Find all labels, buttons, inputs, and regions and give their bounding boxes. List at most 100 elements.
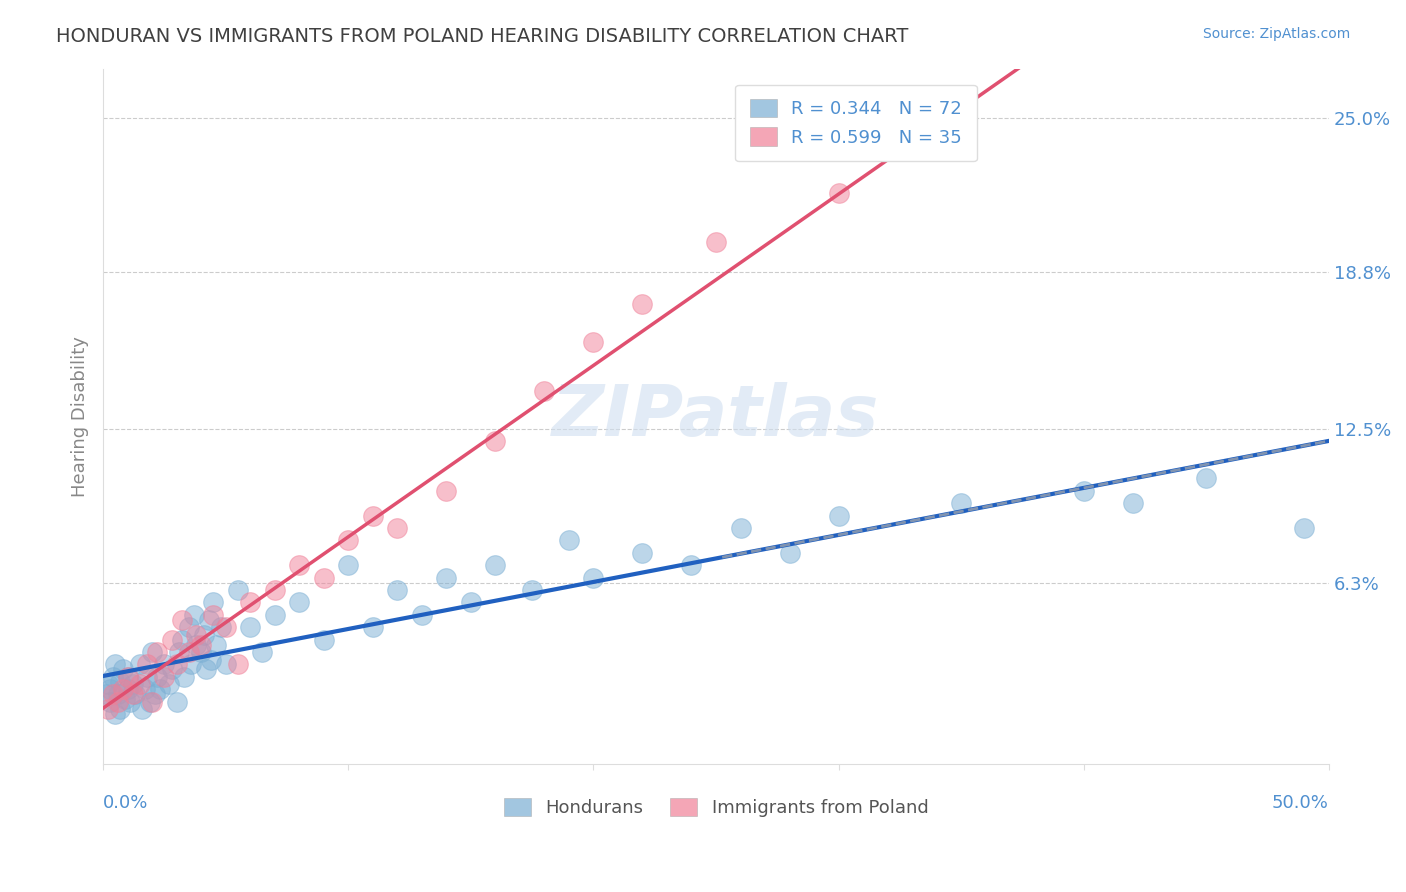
Point xyxy=(153,657,176,672)
Point xyxy=(197,613,219,627)
Point xyxy=(263,582,285,597)
Point xyxy=(104,657,127,672)
Point xyxy=(146,670,169,684)
Point xyxy=(160,632,183,647)
Point xyxy=(97,677,120,691)
Point xyxy=(134,682,156,697)
Point xyxy=(117,670,139,684)
Point xyxy=(200,652,222,666)
Point xyxy=(1122,496,1144,510)
Point xyxy=(361,620,384,634)
Point xyxy=(129,657,152,672)
Point xyxy=(1073,483,1095,498)
Point xyxy=(195,663,218,677)
Point xyxy=(226,657,249,672)
Point xyxy=(170,613,193,627)
Point xyxy=(190,638,212,652)
Point xyxy=(827,186,849,200)
Point xyxy=(631,546,654,560)
Point xyxy=(110,702,132,716)
Point xyxy=(263,607,285,622)
Point xyxy=(141,695,163,709)
Point xyxy=(101,670,124,684)
Point xyxy=(312,632,335,647)
Point xyxy=(148,682,170,697)
Point xyxy=(520,582,543,597)
Point xyxy=(434,483,457,498)
Point xyxy=(120,695,142,709)
Point xyxy=(177,645,200,659)
Point xyxy=(100,695,122,709)
Point xyxy=(202,595,225,609)
Point xyxy=(484,434,506,448)
Point xyxy=(117,670,139,684)
Point xyxy=(1195,471,1218,485)
Point xyxy=(129,677,152,691)
Point xyxy=(239,620,262,634)
Point xyxy=(387,582,409,597)
Point xyxy=(143,687,166,701)
Point xyxy=(121,677,143,691)
Point xyxy=(136,670,159,684)
Point xyxy=(107,695,129,709)
Point xyxy=(166,657,188,672)
Point xyxy=(215,657,238,672)
Point xyxy=(177,620,200,634)
Point xyxy=(779,546,801,560)
Point xyxy=(312,571,335,585)
Point xyxy=(117,682,139,697)
Point xyxy=(460,595,482,609)
Point xyxy=(114,692,136,706)
Text: 50.0%: 50.0% xyxy=(1272,795,1329,813)
Point xyxy=(180,657,202,672)
Text: HONDURAN VS IMMIGRANTS FROM POLAND HEARING DISABILITY CORRELATION CHART: HONDURAN VS IMMIGRANTS FROM POLAND HEARI… xyxy=(56,27,908,45)
Point xyxy=(411,607,433,622)
Point xyxy=(950,496,973,510)
Point xyxy=(582,334,605,349)
Point xyxy=(827,508,849,523)
Point xyxy=(434,571,457,585)
Point xyxy=(681,558,703,573)
Point xyxy=(104,707,127,722)
Point xyxy=(215,620,238,634)
Point xyxy=(111,663,134,677)
Point xyxy=(186,638,208,652)
Point xyxy=(94,687,117,701)
Point xyxy=(166,695,188,709)
Point xyxy=(288,595,311,609)
Point xyxy=(337,533,360,548)
Point xyxy=(193,628,215,642)
Point xyxy=(209,620,232,634)
Point xyxy=(131,702,153,716)
Point xyxy=(631,297,654,311)
Legend: Hondurans, Immigrants from Poland: Hondurans, Immigrants from Poland xyxy=(496,790,935,824)
Point xyxy=(173,670,195,684)
Point xyxy=(157,677,180,691)
Point xyxy=(186,628,208,642)
Point xyxy=(110,674,132,689)
Point xyxy=(205,638,228,652)
Point xyxy=(252,645,274,659)
Point xyxy=(146,645,169,659)
Point xyxy=(1294,521,1316,535)
Point xyxy=(226,582,249,597)
Point xyxy=(121,687,143,701)
Point xyxy=(202,607,225,622)
Point xyxy=(100,682,122,697)
Y-axis label: Hearing Disability: Hearing Disability xyxy=(72,335,89,497)
Point xyxy=(101,687,124,701)
Point xyxy=(730,521,752,535)
Text: Source: ZipAtlas.com: Source: ZipAtlas.com xyxy=(1202,27,1350,41)
Point xyxy=(170,632,193,647)
Point xyxy=(153,670,176,684)
Point xyxy=(704,235,727,250)
Point xyxy=(533,384,555,399)
Point xyxy=(97,702,120,716)
Point xyxy=(138,695,160,709)
Text: ZIPatlas: ZIPatlas xyxy=(553,382,880,450)
Point xyxy=(141,645,163,659)
Point xyxy=(124,687,146,701)
Point xyxy=(484,558,506,573)
Point xyxy=(107,687,129,701)
Point xyxy=(288,558,311,573)
